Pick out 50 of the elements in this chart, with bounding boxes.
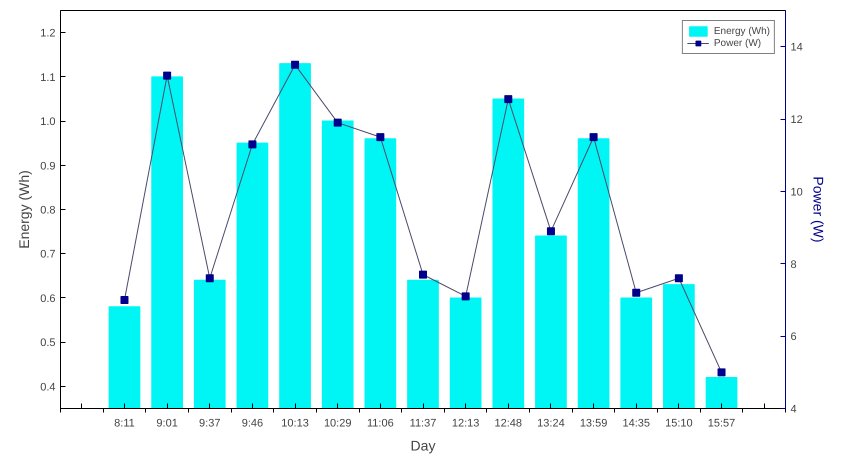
point [334, 118, 342, 127]
y2-tick-label: 14 [790, 42, 803, 54]
x-tick-label: 15:10 [665, 418, 693, 430]
x-tick-label: 15:57 [708, 418, 736, 430]
y-tick-label: 0.4 [40, 381, 56, 394]
x-tick-label: 11:06 [367, 418, 394, 430]
point [590, 133, 598, 142]
y2-tick-label: 10 [790, 186, 803, 198]
y-axis-title: Energy (Wh) [16, 170, 32, 249]
x-tick-label: 9:01 [156, 418, 178, 430]
y-tick-label: 0.5 [40, 337, 56, 350]
x-axis-title: Day [410, 438, 436, 454]
x-tick-label: 13:24 [537, 418, 565, 430]
point [163, 72, 172, 80]
point [419, 270, 427, 279]
x-tick-label: 12:48 [494, 418, 522, 430]
legend-label: Power (W) [714, 37, 762, 49]
y-tick-label: 0.8 [40, 204, 56, 216]
y-tick-label: 0.9 [40, 160, 56, 172]
point [718, 368, 726, 376]
point [248, 140, 256, 148]
y-tick-label: 1.0 [40, 116, 56, 128]
x-tick-label: 11:37 [410, 418, 436, 430]
y2-axis-title: Power (W) [810, 176, 827, 243]
y-tick-label: 0.6 [40, 292, 56, 305]
point [674, 274, 683, 282]
y2-tick-label: 8 [790, 258, 797, 271]
point [291, 60, 300, 69]
y2-tick-label: 6 [790, 331, 797, 344]
x-tick-label: 8:11 [114, 418, 135, 430]
point [632, 288, 640, 297]
x-tick-label: 14:35 [622, 418, 650, 430]
y-tick-label: 1.2 [40, 28, 56, 40]
y-tick-label: 0.7 [40, 248, 56, 261]
x-tick-label: 10:29 [324, 418, 352, 430]
y2-tick-label: 12 [790, 114, 803, 126]
point [206, 274, 214, 282]
x-tick-label: 9:46 [242, 418, 264, 430]
point [504, 95, 512, 104]
x-tick-label: 10:13 [281, 418, 309, 430]
point [462, 292, 470, 300]
point [546, 227, 555, 236]
y2-tick-label: 4 [790, 404, 797, 416]
x-tick-label: 13:59 [580, 418, 608, 430]
x-tick-label: 12:13 [452, 418, 480, 430]
point [120, 296, 128, 304]
point [376, 133, 384, 142]
x-tick-label: 9:37 [199, 418, 220, 430]
legend-label: Energy (Wh) [714, 25, 770, 37]
y-tick-label: 1.1 [40, 72, 56, 84]
